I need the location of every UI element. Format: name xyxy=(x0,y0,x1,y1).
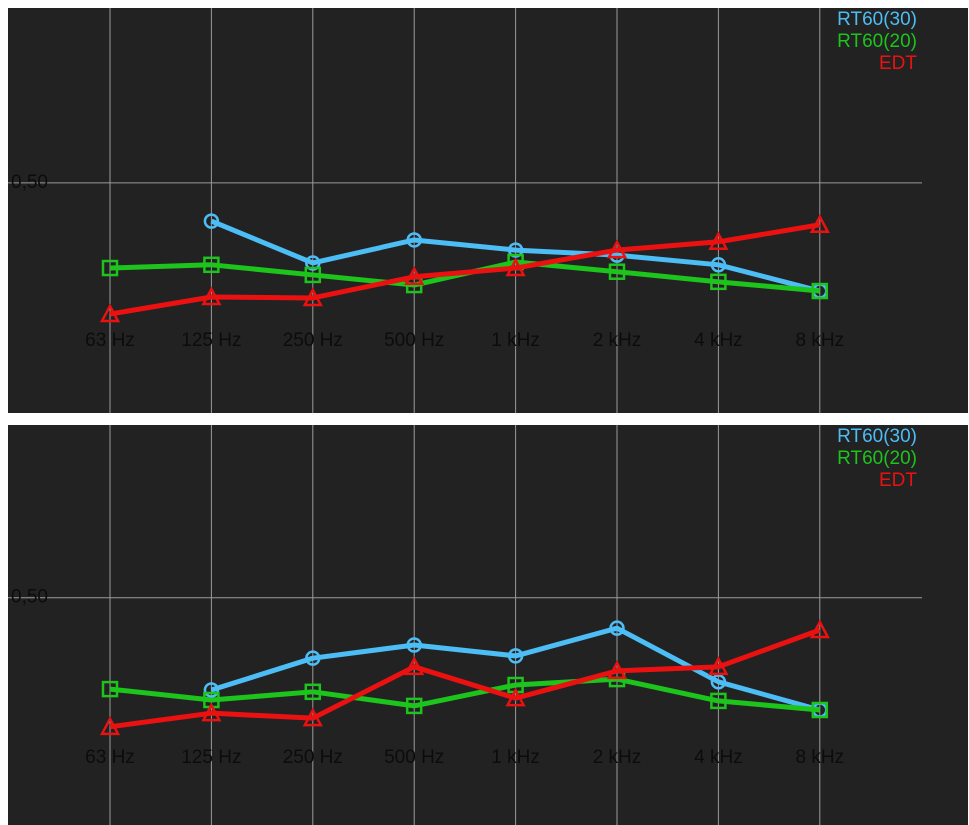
x-tick-label: 8 kHz xyxy=(796,330,845,351)
x-tick-label: 125 Hz xyxy=(181,747,241,768)
marker xyxy=(710,273,727,291)
x-tick-label: 63 Hz xyxy=(85,330,135,351)
marker xyxy=(505,257,526,277)
marker xyxy=(404,656,425,676)
marker xyxy=(505,687,526,707)
marker xyxy=(406,637,422,653)
marker xyxy=(406,232,422,248)
marker xyxy=(507,648,524,664)
plot-background xyxy=(8,8,968,413)
x-tick-label: 63 Hz xyxy=(85,747,135,768)
marker xyxy=(304,266,322,284)
marker xyxy=(708,231,729,251)
series-line xyxy=(210,218,821,294)
x-tick-label: 500 Hz xyxy=(384,747,444,768)
legend-entry: EDT xyxy=(879,470,917,491)
marker xyxy=(305,255,321,271)
marker xyxy=(606,660,628,680)
marker xyxy=(201,286,222,306)
y-tick-label: 0,50 xyxy=(11,587,48,608)
marker xyxy=(99,303,121,323)
x-tick-label: 250 Hz xyxy=(283,330,343,351)
marker xyxy=(302,707,323,727)
marker xyxy=(708,656,729,676)
marker xyxy=(302,287,323,307)
marker xyxy=(203,256,220,274)
marker xyxy=(305,650,321,666)
marker xyxy=(609,620,625,636)
legend-entry: RT60(30) xyxy=(837,426,917,447)
x-tick-label: 1 kHz xyxy=(491,747,540,768)
marker xyxy=(101,680,119,698)
marker xyxy=(710,674,727,690)
marker xyxy=(608,263,626,280)
plot-background xyxy=(8,425,968,825)
marker xyxy=(203,213,220,229)
x-tick-label: 125 Hz xyxy=(181,330,241,351)
x-tick-label: 2 kHz xyxy=(593,747,642,768)
legend-entry: EDT xyxy=(879,53,917,74)
marker xyxy=(710,257,727,273)
marker xyxy=(404,266,425,286)
marker xyxy=(811,701,829,719)
marker xyxy=(99,716,121,736)
marker xyxy=(606,239,628,259)
x-tick-label: 4 kHz xyxy=(694,330,743,351)
y-tick-label: 0,50 xyxy=(11,172,48,193)
legend-entry: RT60(20) xyxy=(837,31,917,52)
marker xyxy=(203,682,220,698)
marker xyxy=(201,702,222,722)
marker xyxy=(809,619,830,639)
marker xyxy=(710,692,727,710)
marker xyxy=(811,282,829,300)
series-line xyxy=(109,627,821,730)
marker xyxy=(809,214,830,234)
x-tick-label: 1 kHz xyxy=(491,330,540,351)
series-line xyxy=(210,625,821,713)
legend-entry: RT60(20) xyxy=(837,448,917,469)
x-tick-label: 500 Hz xyxy=(384,330,444,351)
series-line xyxy=(109,222,821,317)
marker xyxy=(304,683,322,701)
x-tick-label: 2 kHz xyxy=(593,330,642,351)
x-tick-label: 8 kHz xyxy=(796,747,845,768)
x-tick-label: 4 kHz xyxy=(694,747,743,768)
marker xyxy=(101,259,119,277)
marker xyxy=(405,697,423,715)
x-tick-label: 250 Hz xyxy=(283,747,343,768)
marker xyxy=(507,242,524,258)
series-line xyxy=(109,676,821,713)
legend-entry: RT60(30) xyxy=(837,9,917,30)
